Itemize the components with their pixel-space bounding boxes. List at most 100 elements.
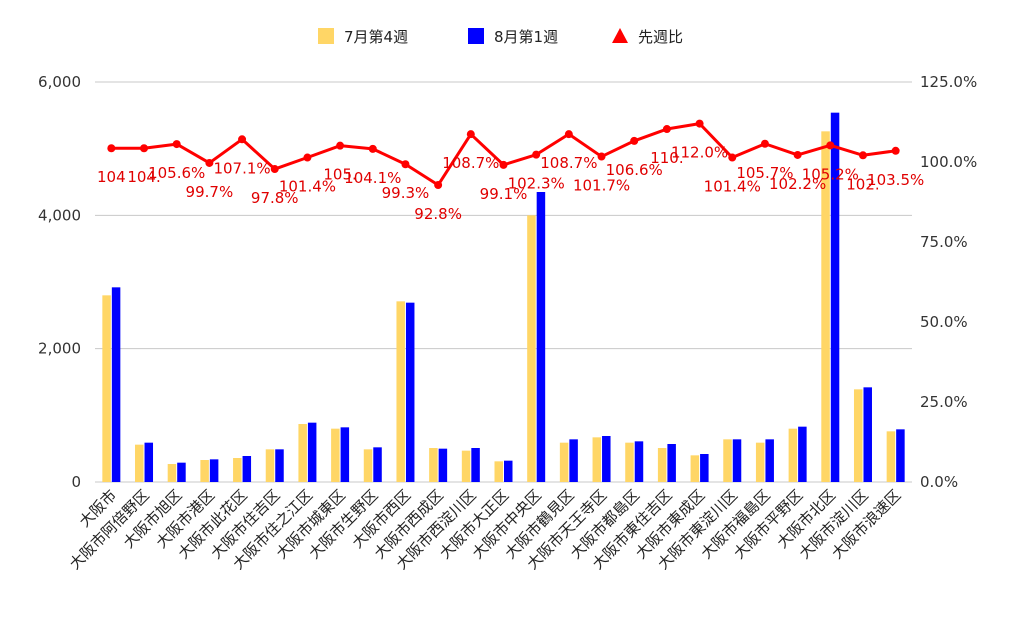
bar-week1-august [471, 448, 480, 482]
ratio-data-label: 104 [97, 168, 126, 186]
bar-week1-august [798, 426, 807, 482]
legend: 7月第4週 8月第1週 先週比 [318, 28, 683, 46]
bar-week1-august [438, 448, 448, 482]
bar-week1-august [111, 287, 121, 482]
bar-week4-july [298, 424, 307, 482]
ratio-data-label: 105.7% [736, 164, 793, 182]
ratio-data-label: 108.7% [442, 154, 499, 172]
ratio-data-label: 105.2% [802, 165, 859, 183]
ratio-data-label: 104. [127, 168, 160, 186]
bar-week1-august [405, 302, 415, 482]
legend-swatch-week4-july [318, 28, 334, 44]
bar-week1-august [144, 442, 154, 482]
ratio-data-label: 99.1% [480, 185, 528, 203]
ratio-data-label: 105.6% [148, 164, 205, 182]
y-right-tick-label: 125.0% [920, 73, 977, 91]
y-left-tick-label: 0 [71, 473, 81, 491]
ratio-point [630, 136, 639, 145]
bar-week4-july [167, 464, 177, 482]
bar-week4-july [135, 444, 144, 482]
bar-week4-july [396, 301, 405, 482]
bar-week1-august [177, 462, 186, 482]
bar-week4-july [331, 428, 340, 482]
bar-week1-august [896, 429, 905, 482]
bar-week1-august [242, 456, 252, 482]
ratio-point [597, 152, 606, 161]
ratio-data-label: 107.1% [213, 159, 270, 177]
y-left-tick-label: 2,000 [38, 340, 81, 358]
ratio-point [270, 165, 279, 174]
ratio-data-label: 102.2% [769, 175, 826, 193]
bar-week4-july [265, 449, 275, 482]
bar-week4-july [102, 295, 111, 482]
bar-week4-july [755, 442, 765, 482]
ratio-point [205, 158, 214, 167]
bar-week1-august [504, 460, 513, 482]
ratio-data-label: 102.3% [508, 175, 565, 193]
ratio-point [401, 160, 410, 169]
bar-week4-july [821, 131, 830, 483]
bar-week4-july [461, 450, 471, 482]
ratio-point [695, 119, 704, 128]
ratio-data-label: 104.1% [344, 169, 401, 187]
ratio-point [140, 144, 149, 153]
legend-swatch-week1-august [468, 28, 484, 44]
ratio-data-label: 99.7% [186, 183, 234, 201]
bar-week1-august [209, 459, 219, 482]
y-left-tick-label: 6,000 [38, 73, 81, 91]
ratio-point [368, 144, 377, 153]
ratio-data-label: 101.4% [704, 178, 761, 196]
bar-week1-august [732, 439, 742, 482]
ratio-point [564, 130, 573, 139]
bar-week1-august [569, 439, 578, 482]
ratio-point [532, 150, 541, 159]
bar-week4-july [233, 458, 242, 482]
y-right-tick-label: 100.0% [920, 153, 977, 171]
ratio-data-label: 102. [846, 175, 879, 193]
bar-week4-july [559, 442, 569, 482]
bar-week4-july [363, 449, 373, 482]
y-right-tick-label: 25.0% [920, 393, 968, 411]
ratio-point [793, 150, 802, 159]
ratio-data-label: 108.7% [540, 154, 597, 172]
ratio-data-label: 101.4% [279, 178, 336, 196]
bar-week4-july [494, 461, 503, 482]
ratio-data-label: 105. [323, 166, 356, 184]
bar-week1-august [863, 387, 872, 482]
bar-week4-july [657, 448, 667, 482]
ratio-data-label: 92.8% [414, 205, 462, 223]
ratio-point [466, 130, 475, 139]
bar-week4-july [853, 389, 863, 482]
ratio-data-label: 101.7% [573, 177, 630, 195]
ratio-point [499, 160, 508, 169]
ratio-line [107, 119, 900, 190]
bar-week4-july [200, 460, 209, 482]
bar-week1-august [634, 441, 644, 482]
bar-week4-july [625, 442, 634, 482]
ratio-data-label: 103.5% [867, 171, 924, 189]
ratio-point [891, 146, 900, 155]
ratio-point [728, 153, 737, 162]
bar-week4-july [788, 428, 798, 482]
bar-week4-july [527, 215, 536, 483]
bar-week4-july [690, 455, 700, 482]
bar-week1-august [340, 427, 350, 482]
y-right-tick-label: 50.0% [920, 313, 968, 331]
ratio-point [826, 141, 835, 150]
legend-label-week1-august: 8月第1週 [494, 28, 558, 46]
bar-week1-august [765, 439, 774, 482]
ratio-data-label: 99.3% [382, 184, 430, 202]
y-right-tick-label: 0.0% [920, 473, 958, 491]
ratio-point [434, 181, 443, 190]
bar-week1-august [700, 454, 709, 482]
ratio-point [107, 144, 116, 153]
bar-week1-august [536, 192, 546, 482]
ratio-point [662, 125, 671, 134]
ratio-point [760, 139, 769, 148]
ratio-point [238, 135, 247, 144]
ratio-point [303, 153, 312, 162]
bars [102, 112, 905, 483]
legend-label-week4-july: 7月第4週 [344, 28, 408, 46]
bar-week4-july [723, 439, 732, 482]
